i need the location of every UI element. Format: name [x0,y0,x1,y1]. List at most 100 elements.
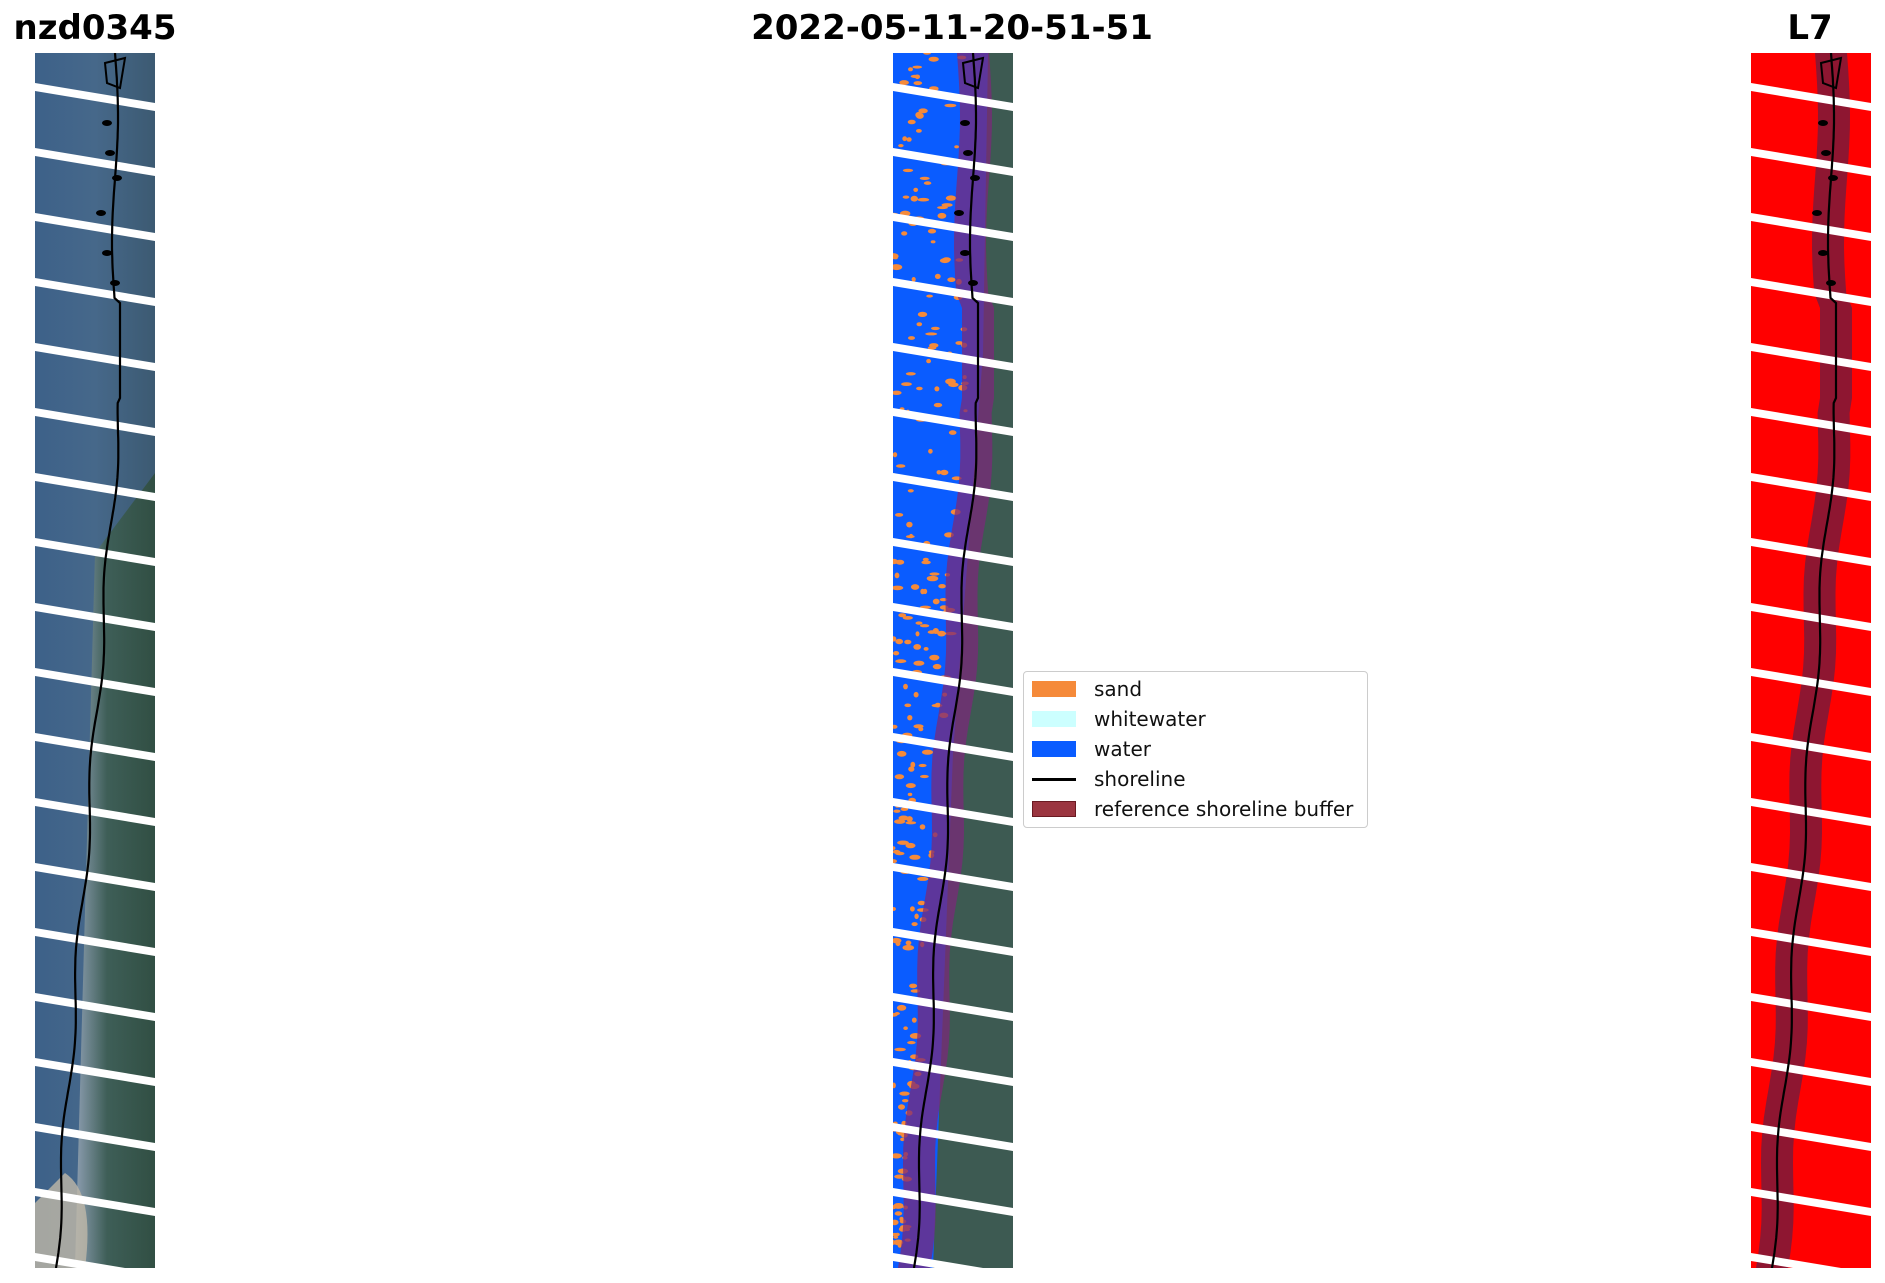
scan-line-gap [35,473,155,501]
scan-line-gap [893,408,1013,436]
shoreline-blob [968,280,978,286]
sand-pixel [927,630,936,634]
scan-line-gap [35,1188,155,1216]
sand-swatch [1032,681,1076,697]
buffer-swatch [1032,801,1076,817]
sand-pixel [936,470,942,475]
sand-pixel [945,195,957,201]
scan-line-gap [35,928,155,956]
sand-pixel [944,103,957,108]
sand-pixel [927,228,937,234]
shoreline-blob [110,280,120,286]
sand-pixel [914,913,919,920]
scan-line-gap [35,1123,155,1151]
sand-pixel [919,824,926,830]
sand-pixel [932,598,940,605]
sand-pixel [904,703,912,708]
scan-line-gap [1751,343,1871,371]
sand-pixel [934,702,941,708]
sand-pixel [900,807,909,811]
sand-pixel [907,489,914,493]
sand-pixel [911,1017,917,1023]
scan-line-gap [893,538,1013,566]
sand-pixel [893,1012,898,1017]
scan-line-gap [893,1058,1013,1086]
sand-pixel [937,212,947,219]
scan-line-gap [1751,668,1871,696]
sand-pixel [893,651,900,656]
sand-pixel [913,81,923,86]
sand-pixel [906,521,913,528]
legend-label-sand: sand [1094,677,1143,701]
sand-pixel [902,616,913,620]
legend-label-buffer: reference shoreline buffer [1094,797,1354,821]
sand-pixel [948,430,957,435]
shoreline-blob [1826,280,1836,286]
sand-pixel [938,584,946,589]
legend-item-water: water [1032,736,1151,762]
scan-line-gap [35,668,155,696]
sand-pixel [928,56,939,62]
sand-pixel [899,1091,910,1096]
sand-pixel [903,683,908,690]
sand-pixel [910,761,916,768]
sand-pixel [895,659,907,664]
sand-pixel [912,65,922,69]
scan-line-gap [893,993,1013,1021]
shoreline-blob [102,250,112,256]
sand-pixel [905,821,917,825]
scan-line-gap [1751,473,1871,501]
sand-pixel [908,766,915,772]
sand-pixel [921,749,934,755]
sand-pixel [917,900,926,906]
sand-pixel [913,187,919,192]
sand-pixel [908,336,915,340]
legend-label-whitewater: whitewater [1094,707,1206,731]
scan-line-gap [893,148,1013,176]
scan-line-gap [35,83,155,111]
sand-pixel [954,145,959,149]
scan-line-gap [893,863,1013,891]
title-date: 2022-05-11-20-51-51 [751,8,1153,48]
shoreline-loop [961,56,985,90]
mask-image [1751,53,1871,1268]
scan-line-gap [893,473,1013,501]
scan-line-gap [893,1123,1013,1151]
scan-line-gap [1751,603,1871,631]
sand-pixel [917,197,930,202]
shoreline-blob [105,150,115,156]
sand-pixel [917,311,928,317]
sand-pixel [902,944,915,951]
classified-image-panel [893,53,1013,1268]
sand-pixel [907,792,913,797]
sand-pixel [906,137,912,142]
shoreline-blob [960,120,970,126]
sand-pixel [896,750,907,757]
shoreline-blob [96,210,106,216]
sand-pixel [902,195,910,199]
sand-pixel [893,859,897,864]
sand-pixel [940,469,949,476]
sand-pixel [929,654,940,661]
sand-pixel [934,273,941,279]
sand-pixel [913,660,925,666]
sand-pixel [929,343,939,348]
legend-label-shoreline: shoreline [1094,767,1186,791]
scan-line-gap [1751,83,1871,111]
sand-pixel [896,464,906,468]
sand-pixel [923,647,929,651]
sand-pixel [909,854,921,860]
sand-pixel [923,588,928,595]
classified-image [893,53,1013,1268]
scan-line-gap [35,993,155,1021]
scan-line-gap [893,668,1013,696]
sand-pixel [893,585,904,591]
scan-line-gap [1751,278,1871,306]
sand-pixel [905,842,916,849]
sand-pixel [893,907,896,911]
sand-pixel [930,240,936,244]
sand-pixel [893,390,902,395]
sand-pixel [925,332,938,336]
sand-pixel [910,584,920,590]
scan-line-gap [1751,213,1871,241]
